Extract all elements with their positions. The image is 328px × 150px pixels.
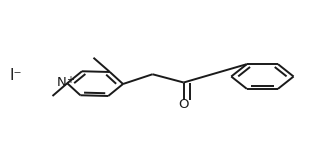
Text: +: + xyxy=(67,75,74,85)
Text: O: O xyxy=(178,98,189,111)
Text: I⁻: I⁻ xyxy=(10,68,22,82)
Text: N: N xyxy=(56,76,66,89)
